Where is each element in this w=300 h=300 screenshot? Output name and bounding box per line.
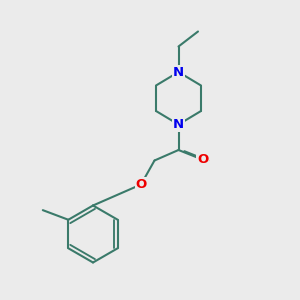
Text: O: O xyxy=(197,153,208,166)
Text: O: O xyxy=(135,178,147,191)
Text: N: N xyxy=(173,65,184,79)
Text: N: N xyxy=(173,118,184,131)
